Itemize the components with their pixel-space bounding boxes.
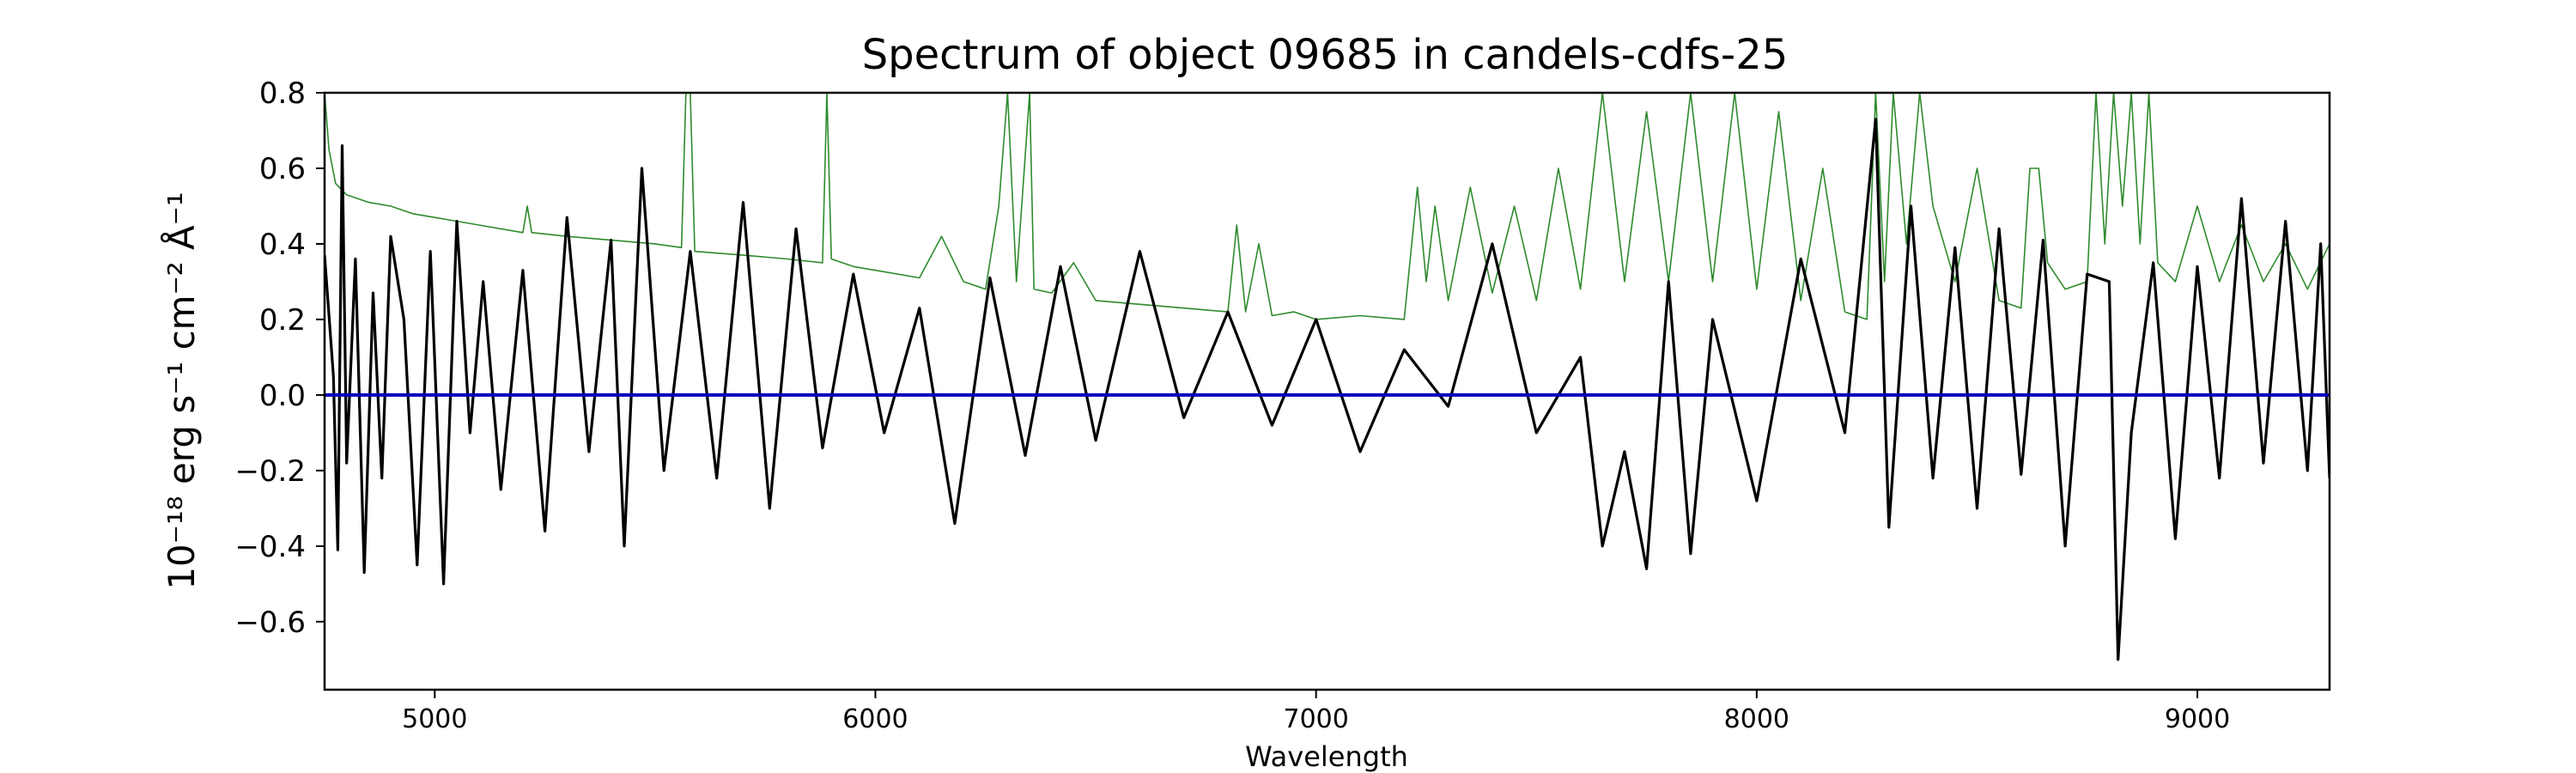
x-tick-label: 5000 bbox=[402, 704, 467, 734]
chart-title: Spectrum of object 09685 in candels-cdfs… bbox=[862, 31, 1789, 79]
x-tick-label: 7000 bbox=[1283, 704, 1348, 734]
y-tick-label: −0.6 bbox=[234, 606, 306, 640]
y-tick-label: 0.6 bbox=[259, 152, 306, 186]
x-tick-label: 9000 bbox=[2165, 704, 2230, 734]
series-line-flux bbox=[325, 118, 2330, 661]
y-tick-label: −0.4 bbox=[234, 530, 306, 564]
y-axis: −0.6 −0.4 −0.2 0.0 0.2 0.4 0.6 0.8 bbox=[234, 76, 325, 640]
y-tick-label: 0.2 bbox=[259, 303, 306, 338]
x-tick-label: 6000 bbox=[842, 704, 908, 734]
y-tick-label: 0.4 bbox=[259, 228, 306, 262]
plot-area bbox=[325, 93, 2330, 661]
x-tick-label: 8000 bbox=[1724, 704, 1789, 734]
axes-frame bbox=[323, 91, 2331, 691]
series-line-error bbox=[325, 93, 2330, 320]
y-tick-label: −0.2 bbox=[234, 454, 306, 489]
y-tick-label: 0.0 bbox=[259, 379, 306, 413]
x-axis: 5000 6000 7000 8000 9000 bbox=[402, 690, 2230, 734]
y-tick-label: 0.8 bbox=[259, 76, 306, 111]
y-axis-label: 10⁻¹⁸ erg s⁻¹ cm⁻² Å⁻¹ bbox=[160, 192, 203, 589]
x-axis-label: Wavelength bbox=[1245, 740, 1408, 773]
